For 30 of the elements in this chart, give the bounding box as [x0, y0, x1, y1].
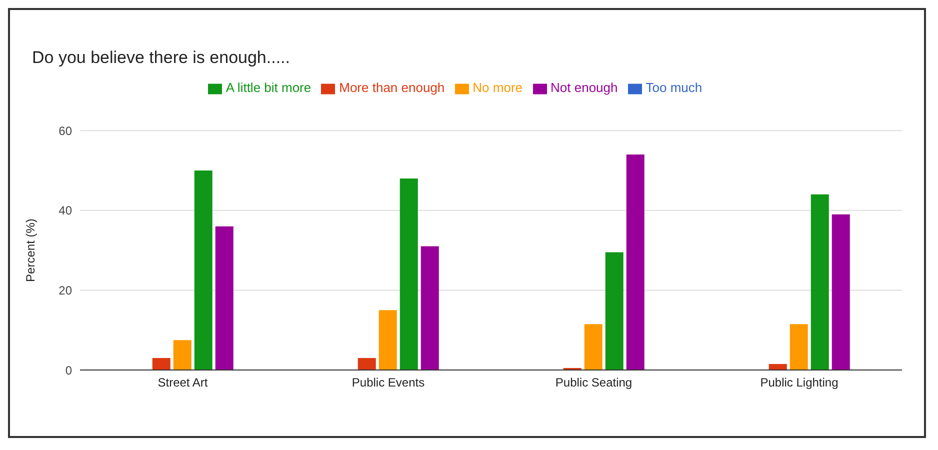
y-tick-label: 40	[58, 204, 72, 218]
legend-label: Not enough	[550, 80, 618, 95]
bar	[194, 170, 212, 370]
bar	[358, 358, 376, 370]
legend-label: Too much	[646, 80, 702, 95]
bar	[832, 214, 850, 370]
y-tick-label: 60	[58, 124, 72, 138]
y-tick-label: 0	[65, 363, 72, 378]
bar	[152, 358, 170, 370]
bar	[790, 324, 808, 370]
bar	[605, 252, 624, 370]
legend-label: A little bit more	[226, 80, 312, 95]
chart-title: Do you believe there is enough.....	[32, 48, 290, 68]
legend-label: More than enough	[339, 80, 445, 95]
bar	[173, 340, 192, 370]
bar	[378, 310, 397, 370]
bar	[626, 154, 644, 370]
legend-label: No more	[472, 80, 523, 95]
y-axis-title: Percent (%)	[23, 218, 38, 282]
bar	[584, 324, 602, 370]
x-tick-label: Street Art	[158, 376, 208, 390]
x-tick-label: Public Seating	[555, 376, 632, 390]
bar	[400, 178, 418, 370]
bar	[768, 364, 787, 370]
bar	[420, 246, 439, 370]
x-tick-label: Public Lighting	[760, 376, 838, 390]
y-tick-label: 20	[58, 283, 72, 298]
bar	[810, 194, 829, 370]
x-tick-label: Public Events	[352, 376, 425, 390]
bar	[215, 226, 234, 370]
